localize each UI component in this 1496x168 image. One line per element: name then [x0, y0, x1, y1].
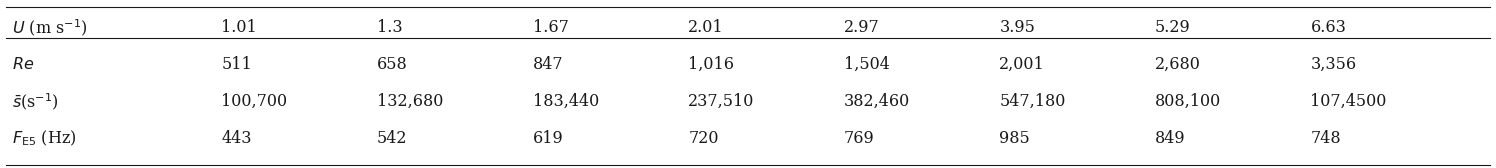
Text: 3.95: 3.95 — [999, 19, 1035, 36]
Text: $\mathit{\bar{s}}$(s$^{-1}$): $\mathit{\bar{s}}$(s$^{-1}$) — [12, 91, 58, 112]
Text: 382,460: 382,460 — [844, 93, 910, 110]
Text: 748: 748 — [1310, 130, 1340, 147]
Text: 658: 658 — [377, 56, 408, 73]
Text: 542: 542 — [377, 130, 407, 147]
Text: 2,001: 2,001 — [999, 56, 1046, 73]
Text: 619: 619 — [533, 130, 564, 147]
Text: 1.01: 1.01 — [221, 19, 257, 36]
Text: 100,700: 100,700 — [221, 93, 287, 110]
Text: 1,504: 1,504 — [844, 56, 890, 73]
Text: 1.3: 1.3 — [377, 19, 402, 36]
Text: $\mathit{F}_{\mathrm{E5}}$ (Hz): $\mathit{F}_{\mathrm{E5}}$ (Hz) — [12, 129, 76, 148]
Text: 2.97: 2.97 — [844, 19, 880, 36]
Text: 6.63: 6.63 — [1310, 19, 1346, 36]
Text: 511: 511 — [221, 56, 253, 73]
Text: 547,180: 547,180 — [999, 93, 1065, 110]
Text: 1.67: 1.67 — [533, 19, 568, 36]
Text: 132,680: 132,680 — [377, 93, 443, 110]
Text: 443: 443 — [221, 130, 251, 147]
Text: 849: 849 — [1155, 130, 1185, 147]
Text: 183,440: 183,440 — [533, 93, 598, 110]
Text: 808,100: 808,100 — [1155, 93, 1221, 110]
Text: 720: 720 — [688, 130, 718, 147]
Text: 985: 985 — [999, 130, 1031, 147]
Text: 3,356: 3,356 — [1310, 56, 1357, 73]
Text: 769: 769 — [844, 130, 875, 147]
Text: 107,4500: 107,4500 — [1310, 93, 1387, 110]
Text: 2.01: 2.01 — [688, 19, 724, 36]
Text: 5.29: 5.29 — [1155, 19, 1191, 36]
Text: 1,016: 1,016 — [688, 56, 735, 73]
Text: $\mathit{U}$ (m s$^{-1}$): $\mathit{U}$ (m s$^{-1}$) — [12, 17, 88, 38]
Text: 847: 847 — [533, 56, 562, 73]
Text: 2,680: 2,680 — [1155, 56, 1201, 73]
Text: $\mathit{Re}$: $\mathit{Re}$ — [12, 56, 34, 73]
Text: 237,510: 237,510 — [688, 93, 754, 110]
